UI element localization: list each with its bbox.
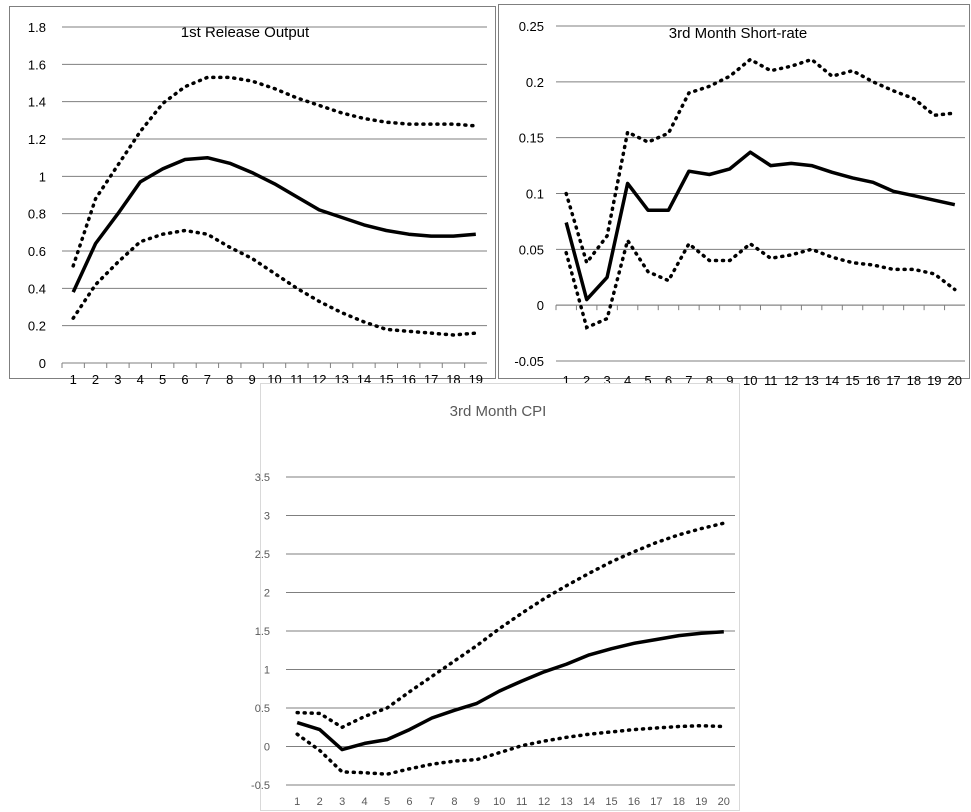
x-tick-label: 20 [948, 373, 962, 388]
x-tick-label: 20 [718, 796, 730, 808]
x-tick-label: 14 [583, 796, 595, 808]
series-line-confidence-band [564, 57, 957, 267]
y-tick-label: 1.5 [255, 626, 270, 638]
y-tick-label: 1.6 [28, 57, 46, 72]
chart-output-svg: 1st Release Output 0 0.2 0.4 0.6 0.8 1 1.2 1.4 1.… [28, 20, 487, 387]
x-tick-label: 2 [583, 373, 590, 388]
series-line-point-estimate [296, 630, 724, 752]
x-tick-label: 3 [604, 373, 611, 388]
x-tick-label: 3 [339, 796, 345, 808]
y-tick-label: 2.5 [255, 549, 270, 561]
x-tick-label: 15 [605, 796, 617, 808]
y-tick-label: -0.5 [251, 780, 270, 792]
x-tick-label: 15 [845, 373, 859, 388]
y-tick-label: 0.15 [519, 131, 544, 146]
y-tick-label: 1.8 [28, 20, 46, 35]
x-tick-label: 1 [70, 372, 77, 387]
x-tick-label: 17 [650, 796, 662, 808]
x-tick-label: 3 [114, 372, 121, 387]
x-tick-label: 5 [159, 372, 166, 387]
x-tick-label: 12 [784, 373, 798, 388]
x-tick-label: 17 [886, 373, 900, 388]
x-tick-label: 11 [516, 796, 527, 808]
chart-panel-cpi: 3rd Month CPI -0.5 0 0.5 1 1.5 2 2.5 3 3.5 1 2 3 4 5 6 7… [251, 383, 740, 811]
x-tick-label: 7 [429, 796, 435, 808]
x-tick-label: 16 [866, 373, 880, 388]
series-line-confidence-band [295, 521, 726, 730]
x-tick-label: 10 [493, 796, 505, 808]
x-tick-label: 8 [706, 373, 713, 388]
y-tick-label: 0.5 [255, 703, 270, 715]
y-tick-label: 0.2 [28, 319, 46, 334]
y-tick-label: 1.4 [28, 95, 46, 110]
series-line-confidence-band [564, 236, 957, 330]
series-line-confidence-band [71, 228, 478, 337]
x-tick-label: 4 [624, 373, 631, 388]
x-tick-label: 10 [743, 373, 757, 388]
y-tick-label: 0.1 [526, 187, 544, 202]
x-tick-label: 2 [92, 372, 99, 387]
x-tick-label: 19 [927, 373, 941, 388]
chart-panel-short-rate: 3rd Month Short-rate -0.05 0 0.05 0.1 0.15 0.2… [498, 4, 970, 388]
x-tick-label: 6 [665, 373, 672, 388]
y-tick-label: 0.6 [28, 244, 46, 259]
y-tick-label: -0.05 [514, 354, 544, 369]
x-tick-label: 1 [563, 373, 570, 388]
x-tick-label: 11 [764, 373, 778, 388]
x-tick-label: 4 [362, 796, 368, 808]
x-tick-label: 8 [226, 372, 233, 387]
y-tick-label: 3 [264, 511, 270, 523]
y-tick-label: 0.4 [28, 281, 46, 296]
y-tick-label: 1.2 [28, 132, 46, 147]
x-tick-label: 13 [561, 796, 573, 808]
x-tick-label: 6 [406, 796, 412, 808]
series-line-confidence-band [71, 75, 478, 268]
x-tick-label: 14 [825, 373, 839, 388]
chart-short-rate-svg: 3rd Month Short-rate -0.05 0 0.05 0.1 0.15 0.2… [514, 19, 965, 388]
x-tick-label: 2 [317, 796, 323, 808]
x-tick-label: 12 [538, 796, 550, 808]
x-tick-label: 7 [204, 372, 211, 387]
x-tick-label: 6 [181, 372, 188, 387]
x-tick-label: 9 [474, 796, 480, 808]
x-tick-label: 13 [804, 373, 818, 388]
x-tick-label: 18 [673, 796, 685, 808]
y-tick-label: 1 [264, 665, 270, 677]
x-tick-label: 1 [294, 796, 300, 808]
y-tick-label: 0 [537, 298, 544, 313]
x-tick-label: 9 [249, 372, 256, 387]
x-tick-label: 5 [644, 373, 651, 388]
y-tick-label: 0 [39, 356, 46, 371]
series-line-confidence-band [295, 723, 726, 776]
x-tick-label: 7 [685, 373, 692, 388]
y-tick-label: 0.05 [519, 242, 544, 257]
y-tick-label: 0.25 [519, 19, 544, 34]
chart-title: 3rd Month Short-rate [669, 25, 807, 42]
x-tick-label: 5 [384, 796, 390, 808]
x-tick-label: 4 [137, 372, 144, 387]
chart-title: 1st Release Output [181, 24, 310, 41]
y-tick-label: 0 [264, 742, 270, 754]
y-tick-label: 3.5 [255, 472, 270, 484]
series-line-point-estimate [71, 155, 476, 293]
y-tick-label: 2 [264, 588, 270, 600]
chart-title: 3rd Month CPI [450, 403, 547, 420]
x-tick-label: 9 [726, 373, 733, 388]
x-tick-label: 16 [628, 796, 640, 808]
x-tick-label: 19 [695, 796, 707, 808]
y-tick-label: 0.2 [526, 75, 544, 90]
y-tick-label: 1 [39, 169, 46, 184]
y-tick-label: 0.8 [28, 207, 46, 222]
x-tick-label: 18 [907, 373, 921, 388]
chart-panel-output: 1st Release Output 0 0.2 0.4 0.6 0.8 1 1.2 1.4 1.… [9, 6, 496, 387]
series-line-point-estimate [564, 150, 956, 302]
chart-cpi-svg: 3rd Month CPI-0.500.511.522.533.51 2 3 4 5 6 7… [251, 403, 735, 808]
x-tick-label: 8 [451, 796, 457, 808]
